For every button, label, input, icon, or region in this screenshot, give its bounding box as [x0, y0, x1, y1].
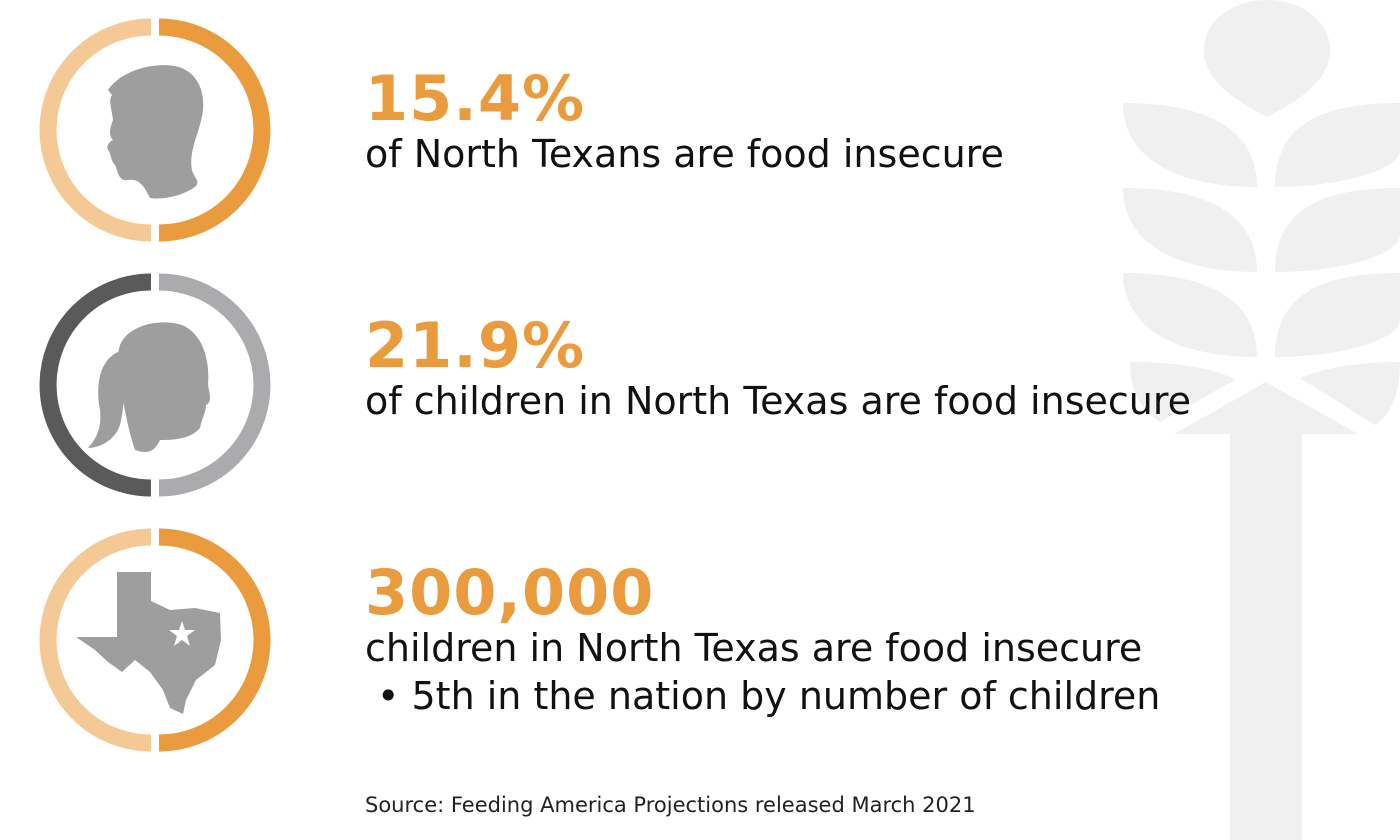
stat-children-count: 300,000 children in North Texas are food…	[365, 562, 1160, 720]
star-icon	[169, 621, 195, 646]
stat-value: 300,000	[365, 556, 655, 629]
child-head-icon	[88, 322, 210, 452]
stat-adults: 15.4% of North Texans are food insecure	[365, 68, 1004, 178]
stat-text: of children in North Texas are food inse…	[365, 379, 1192, 423]
stat-value: 21.9%	[365, 309, 586, 382]
stat-children-percent: 21.9% of children in North Texas are foo…	[365, 315, 1191, 425]
source-note: Source: Feeding America Projections rele…	[365, 793, 976, 817]
ring-adult	[39, 18, 271, 242]
ring-child	[39, 273, 271, 497]
stat-text: children in North Texas are food insecur…	[365, 626, 1143, 670]
texas-map-icon	[76, 572, 221, 714]
adult-head-icon	[107, 65, 204, 199]
ring-texas	[39, 528, 271, 752]
stat-bullet: • 5th in the nation by number of childre…	[377, 674, 1161, 718]
stat-text: of North Texans are food insecure	[365, 132, 1004, 176]
stat-value: 15.4%	[365, 62, 586, 135]
wheat-icon	[1123, 0, 1400, 840]
